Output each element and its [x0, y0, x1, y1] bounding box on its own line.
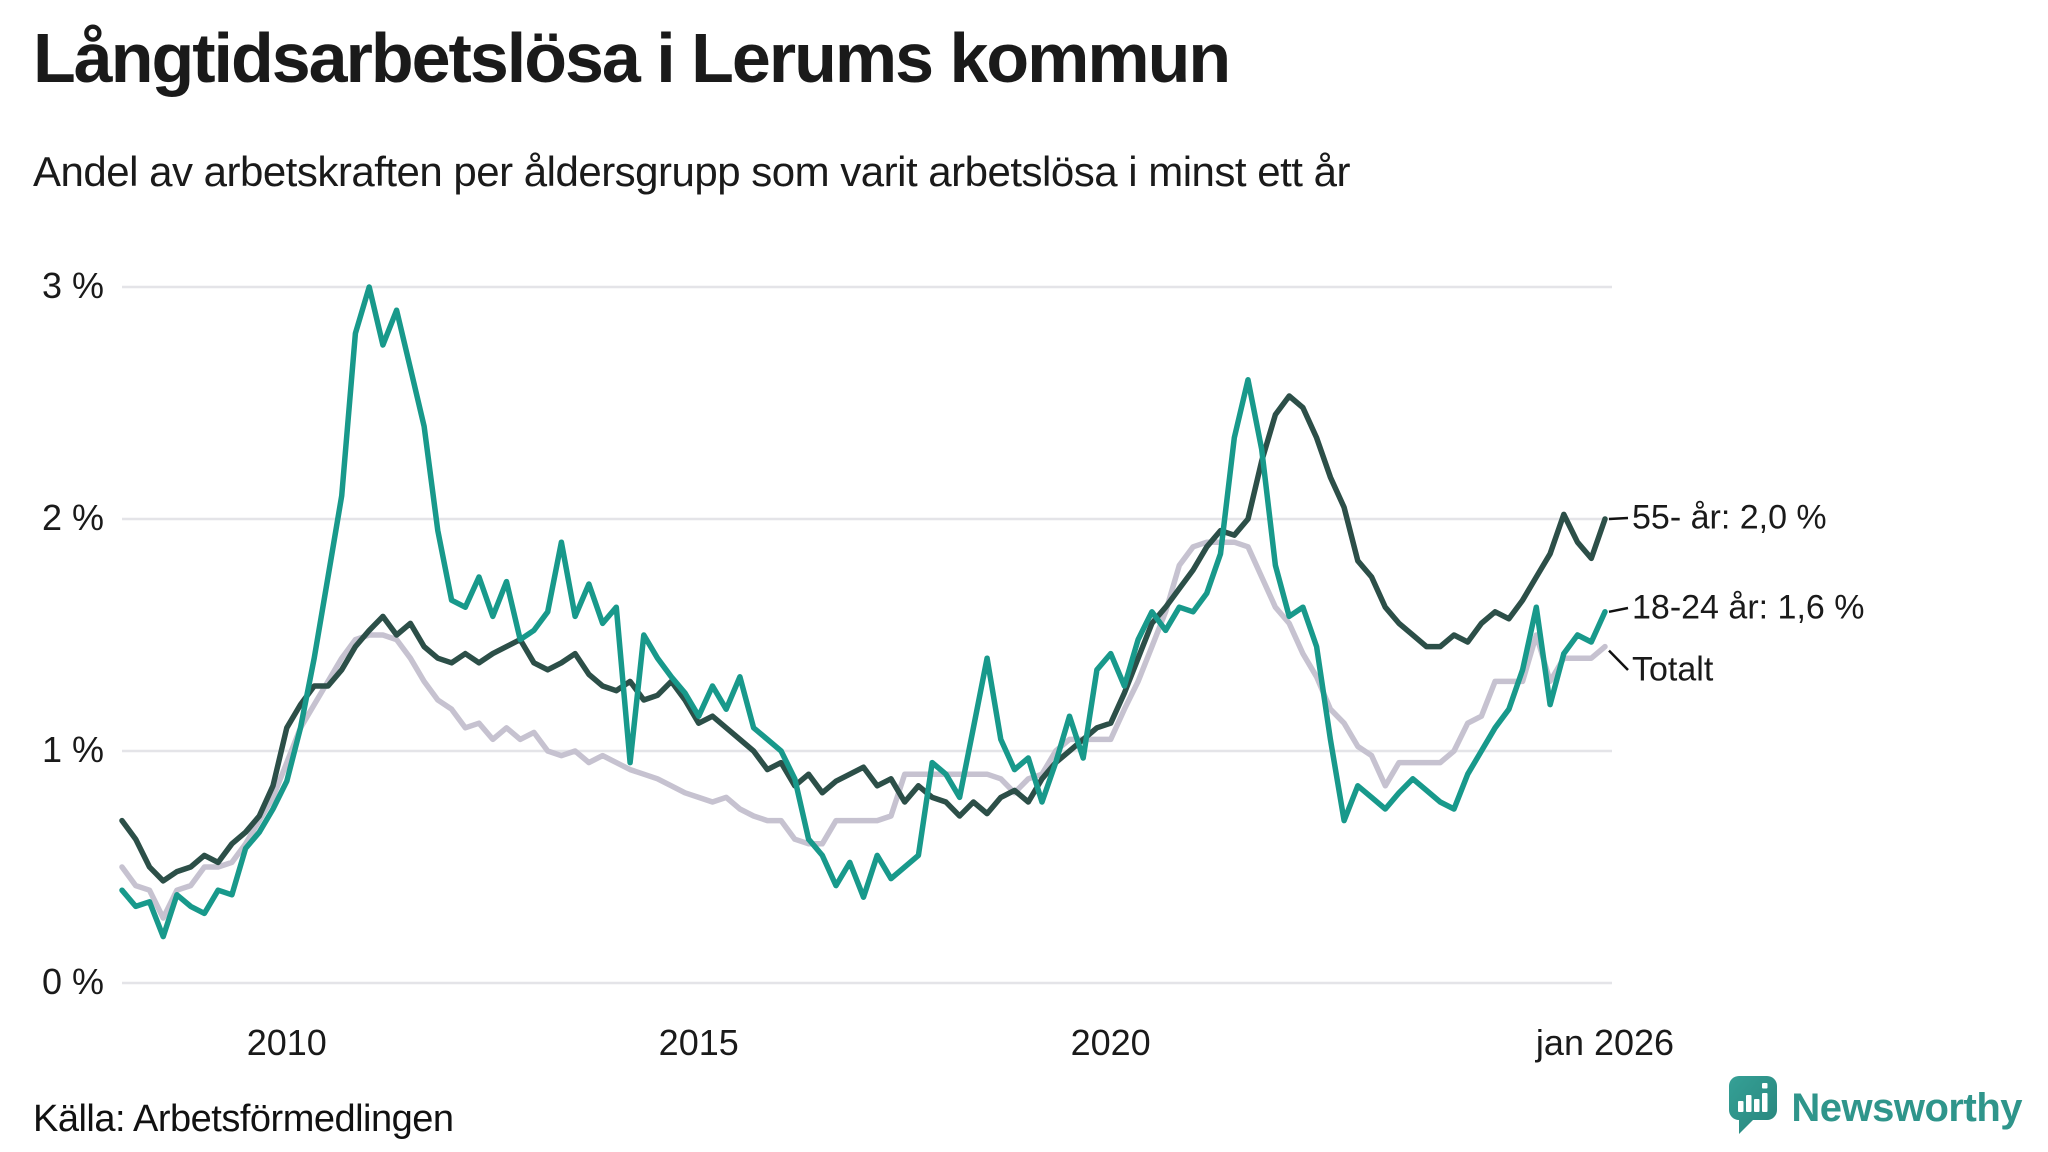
series-label-18-24-ar: 18-24 år: 1,6 % — [1632, 588, 1865, 627]
series-label-totalt: Totalt — [1632, 650, 1714, 689]
x-axis-tick-jan-2026: jan 2026 — [1535, 1022, 1675, 1063]
newsworthy-wordmark: Newsworthy — [1791, 1085, 2022, 1130]
series-line-Totalt — [119, 539, 1608, 921]
y-axis-tick-0pct: 0 % — [42, 961, 105, 1003]
newsworthy-logo: Newsworthy — [1729, 1072, 2022, 1144]
speech-bubble-bar-chart-icon — [1729, 1075, 1778, 1141]
page-subtitle: Andel av arbetskraften per åldersgrupp s… — [33, 148, 1350, 195]
source-note: Källa: Arbetsförmedlingen — [33, 1098, 454, 1140]
y-axis-tick-1pct: 1 % — [42, 729, 105, 771]
series-line-55-r — [119, 393, 1608, 884]
y-axis-tick-2pct: 2 % — [42, 497, 105, 539]
page-title: Långtidsarbetslösa i Lerums kommun — [33, 19, 1231, 97]
series-label-55-ar: 55- år: 2,0 % — [1632, 498, 1827, 537]
y-axis-tick-3pct: 3 % — [42, 265, 105, 307]
series-line-18-24-r — [119, 284, 1608, 940]
x-axis-tick-2015: 2015 — [658, 1022, 739, 1063]
x-axis-tick-2010: 2010 — [246, 1022, 327, 1063]
x-axis-tick-2020: 2020 — [1070, 1022, 1151, 1063]
